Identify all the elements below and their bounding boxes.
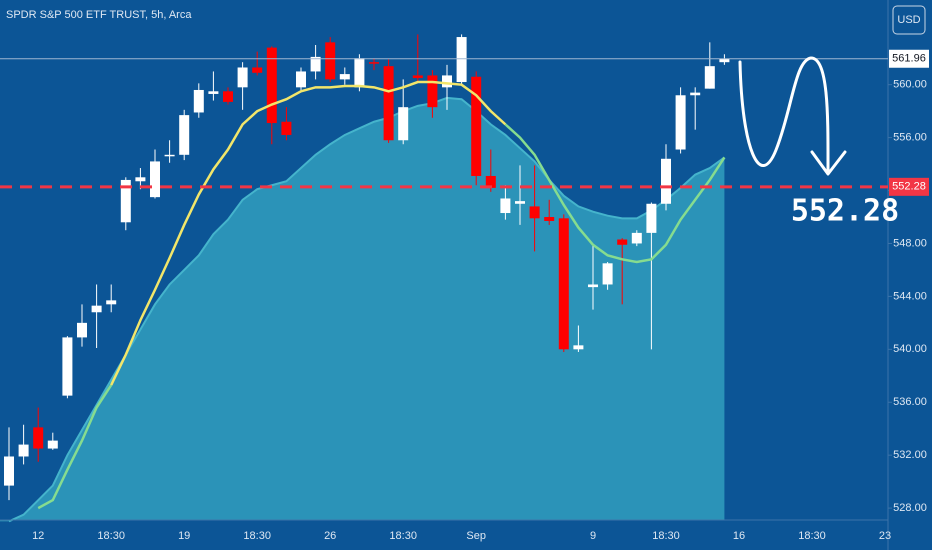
candle-body <box>354 58 365 88</box>
last-price-box <box>889 49 929 68</box>
candle-body <box>150 161 160 198</box>
candle-body <box>339 74 350 80</box>
candle-body <box>617 239 628 245</box>
candle-body <box>398 107 409 141</box>
chart-title: SPDR S&P 500 ETF TRUST, 5h, Arca <box>6 9 192 21</box>
candle-body <box>442 75 452 88</box>
moving-average <box>110 80 507 386</box>
y-tick-label: 540.00 <box>893 343 927 355</box>
candle-body <box>179 115 190 155</box>
level-annotation: 552.28 <box>791 194 899 229</box>
candle-body <box>252 67 263 73</box>
area-fill <box>0 97 725 522</box>
candle-body <box>427 75 438 108</box>
candle-body <box>631 232 642 244</box>
y-tick-label: 548.00 <box>893 237 927 249</box>
candle-body <box>296 71 306 88</box>
x-tick-label: 18:30 <box>389 530 417 542</box>
currency-label[interactable]: USD <box>897 14 920 26</box>
candle-body <box>500 198 511 214</box>
candle-body <box>412 75 423 79</box>
x-tick-label: 23 <box>879 530 891 542</box>
candle-body <box>281 121 292 135</box>
candle-body <box>602 263 613 285</box>
y-tick-label: 532.00 <box>893 449 927 461</box>
moving-average <box>504 123 726 264</box>
y-tick-label: 556.00 <box>893 132 927 144</box>
x-tick-label: 18:30 <box>652 530 680 542</box>
candle-body <box>266 47 277 124</box>
candle-body <box>193 89 204 113</box>
candle-body <box>369 62 379 64</box>
level-price-box <box>889 177 929 196</box>
y-tick-label: 560.00 <box>893 79 927 91</box>
candle-body <box>704 66 715 89</box>
candle-body <box>544 216 555 221</box>
candle-body <box>588 284 598 288</box>
x-tick-label: 9 <box>590 530 596 542</box>
candle-body <box>719 58 730 63</box>
x-tick-label: 12 <box>32 530 44 542</box>
candle-body <box>223 91 233 102</box>
x-tick-label: 26 <box>324 530 336 542</box>
x-tick-label: Sep <box>466 530 486 542</box>
candle-body <box>237 67 248 88</box>
candle-body <box>325 42 336 80</box>
candle-body <box>471 76 482 176</box>
candle-body <box>47 440 58 449</box>
x-tick-label: 19 <box>178 530 190 542</box>
level-price-label: 552.28 <box>892 181 926 193</box>
y-tick-label: 536.00 <box>893 396 927 408</box>
candle-body <box>529 206 540 219</box>
candle-body <box>164 154 175 157</box>
candle-body <box>310 56 321 72</box>
candle-body <box>485 175 496 188</box>
candle-body <box>77 322 87 338</box>
last-price-label: 561.96 <box>892 53 926 65</box>
y-tick-label: 544.00 <box>893 290 927 302</box>
x-tick-label: 18:30 <box>243 530 271 542</box>
y-tick-label: 528.00 <box>893 502 927 514</box>
candle-body <box>91 305 102 313</box>
candle-body <box>18 444 29 457</box>
candle-body <box>208 91 219 94</box>
candle-body <box>646 203 657 233</box>
moving-average <box>37 384 113 510</box>
candle-body <box>690 92 701 96</box>
candle-body <box>456 37 467 83</box>
candle-body <box>675 95 686 150</box>
x-tick-label: 16 <box>733 530 745 542</box>
candle-body <box>62 337 73 396</box>
candle-body <box>135 177 146 182</box>
candle-body <box>33 427 44 449</box>
candle-body <box>4 456 14 486</box>
x-tick-label: 18:30 <box>798 530 826 542</box>
candle-body <box>106 300 117 305</box>
drawn-arrow <box>738 56 847 176</box>
candle-body <box>558 218 569 350</box>
candle-body <box>573 345 584 350</box>
candle-body <box>120 179 131 223</box>
candle-body <box>515 201 525 204</box>
x-tick-label: 18:30 <box>97 530 125 542</box>
candle-body <box>661 158 671 204</box>
currency-button[interactable] <box>892 5 926 35</box>
candle-body <box>383 66 394 141</box>
